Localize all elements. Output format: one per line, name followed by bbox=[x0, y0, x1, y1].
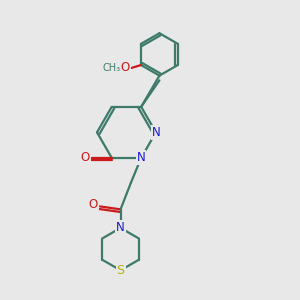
Text: CH₃: CH₃ bbox=[103, 63, 121, 73]
Text: O: O bbox=[81, 151, 90, 164]
Text: S: S bbox=[117, 264, 124, 277]
Text: O: O bbox=[121, 61, 130, 74]
Text: N: N bbox=[152, 126, 160, 139]
Text: O: O bbox=[89, 198, 98, 211]
Text: N: N bbox=[116, 221, 125, 234]
Text: N: N bbox=[137, 151, 146, 164]
